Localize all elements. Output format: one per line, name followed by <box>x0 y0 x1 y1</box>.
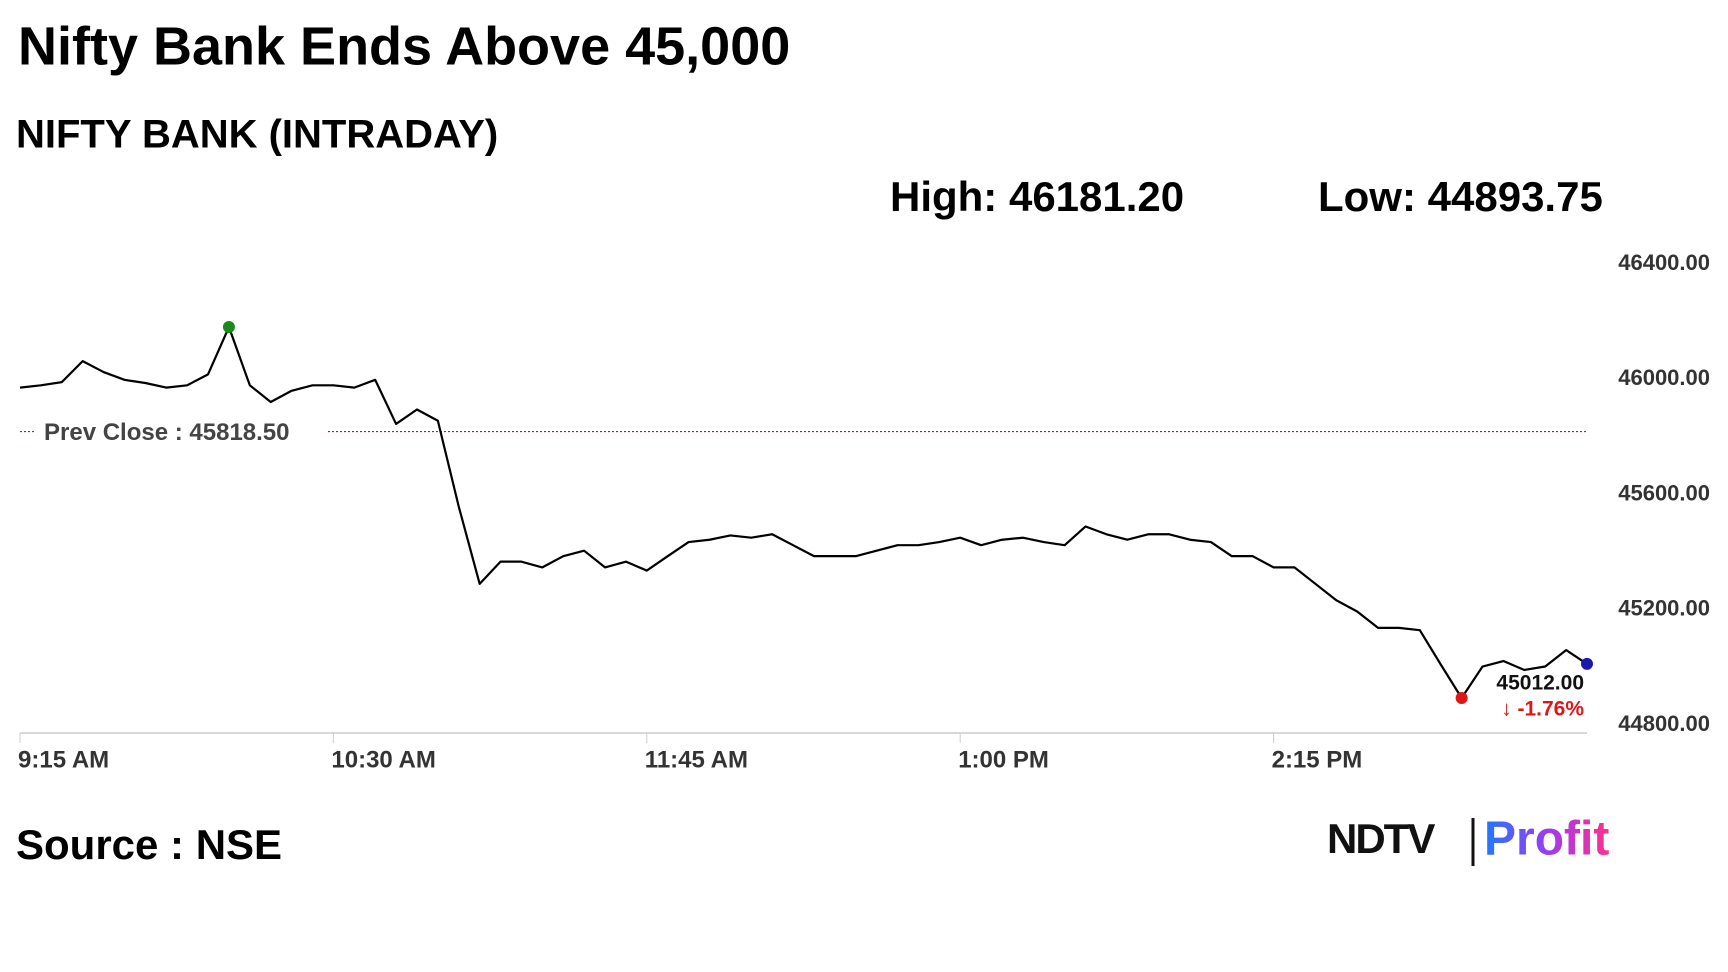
y-tick-label: 45600.00 <box>1618 480 1710 505</box>
high-marker <box>222 321 235 334</box>
x-tick-label: 1:00 PM <box>958 746 1049 773</box>
brand-left: NDTV <box>1327 815 1435 862</box>
brand-right: Profit <box>1484 813 1609 866</box>
y-tick-label: 46400.00 <box>1618 250 1710 275</box>
low-marker <box>1455 691 1468 704</box>
x-tick-label: 10:30 AM <box>331 746 435 773</box>
reference-label: Prev Close : 45818.50 <box>44 419 290 446</box>
source: Source : NSE <box>16 821 282 868</box>
y-tick-label: 46000.00 <box>1618 365 1710 390</box>
change-label: ↓ -1.76% <box>1501 697 1584 720</box>
y-tick-label: 45200.00 <box>1618 596 1710 621</box>
last-value-label: 45012.00 <box>1496 671 1584 694</box>
x-tick-label: 2:15 PM <box>1272 746 1363 773</box>
last-marker <box>1581 657 1593 670</box>
reference-label-bg <box>36 413 326 450</box>
x-tick-label: 11:45 AM <box>645 746 748 773</box>
x-tick-label: 9:15 AM <box>18 746 109 773</box>
y-tick-label: 44800.00 <box>1618 711 1710 736</box>
line <box>19 325 1588 700</box>
chart-title: Nifty Bank Ends Above 45,000 <box>18 16 790 76</box>
low-label: Low: 44893.75 <box>1318 173 1603 220</box>
chart-subtitle: NIFTY BANK (INTRADAY) <box>16 113 498 157</box>
high-label: High: 46181.20 <box>890 173 1184 220</box>
